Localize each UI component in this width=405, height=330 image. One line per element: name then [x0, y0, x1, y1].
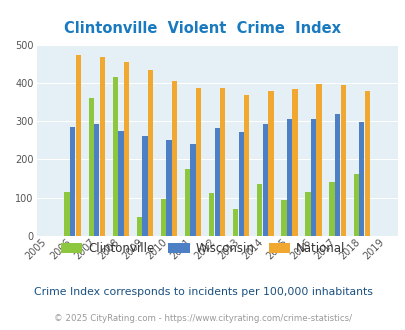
Bar	[328, 182, 334, 236]
Bar	[340, 85, 345, 236]
Bar	[232, 209, 238, 236]
Text: Clintonville  Violent  Crime  Index: Clintonville Violent Crime Index	[64, 21, 341, 36]
Bar	[112, 77, 118, 236]
Bar	[310, 119, 315, 236]
Bar	[75, 55, 81, 236]
Bar	[160, 199, 166, 236]
Legend: Clintonville, Wisconsin, National: Clintonville, Wisconsin, National	[56, 237, 349, 260]
Bar	[147, 70, 153, 236]
Bar	[220, 88, 225, 236]
Bar	[364, 91, 369, 236]
Bar	[88, 98, 94, 236]
Bar	[243, 95, 249, 236]
Bar	[184, 169, 190, 236]
Bar	[99, 57, 105, 236]
Text: © 2025 CityRating.com - https://www.cityrating.com/crime-statistics/: © 2025 CityRating.com - https://www.city…	[54, 314, 351, 323]
Bar	[292, 89, 297, 236]
Bar	[136, 217, 142, 236]
Bar	[70, 127, 75, 236]
Bar	[166, 140, 171, 236]
Bar	[64, 192, 70, 236]
Bar	[118, 131, 123, 236]
Bar	[171, 81, 177, 236]
Bar	[256, 184, 262, 236]
Bar	[305, 192, 310, 236]
Bar	[190, 144, 195, 236]
Bar	[209, 193, 214, 236]
Text: Crime Index corresponds to incidents per 100,000 inhabitants: Crime Index corresponds to incidents per…	[34, 287, 371, 297]
Bar	[142, 136, 147, 236]
Bar	[196, 88, 201, 236]
Bar	[286, 119, 292, 236]
Bar	[353, 174, 358, 236]
Bar	[124, 62, 129, 236]
Bar	[315, 84, 321, 236]
Bar	[334, 114, 339, 236]
Bar	[281, 200, 286, 236]
Bar	[238, 132, 243, 236]
Bar	[358, 122, 364, 236]
Bar	[268, 91, 273, 236]
Bar	[262, 124, 267, 236]
Bar	[94, 124, 99, 236]
Bar	[214, 128, 220, 236]
